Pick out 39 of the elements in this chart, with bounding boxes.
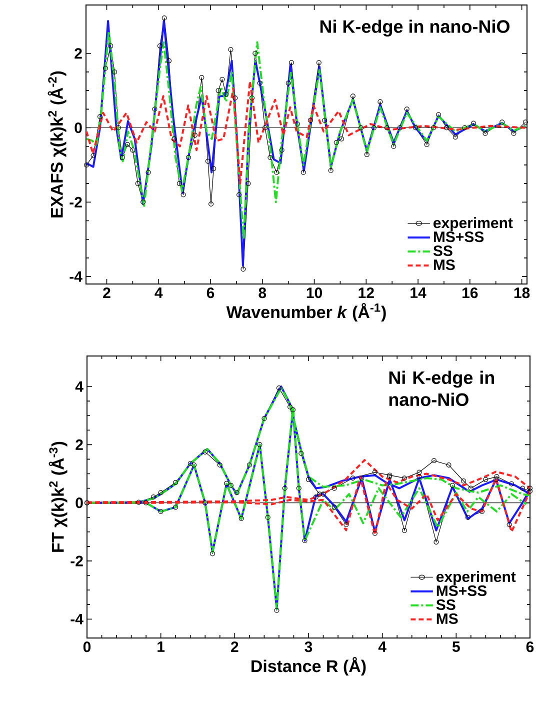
y-tick-label: 2 [74,48,82,59]
x-tick-label: 2 [103,288,110,298]
y-tick-label: -4 [70,271,82,282]
x-axis-title: Distance R (Å) [252,657,366,676]
x-axis-title: Wavenumber k (Å$^{-1}$) [226,303,386,322]
annotation: Ni K-edge in nano-NiO [320,20,510,37]
y-axis-title: EXAFS χ(k)k$^{2}$ (Å$^{-2}$) [48,71,66,218]
x-tick-label: 8 [258,288,266,298]
legend-label: MS+SS [436,585,487,596]
x-tick-label: 18 [514,288,530,298]
x-tick-label: 5 [452,642,460,652]
x-tick-label: 4 [154,288,163,298]
x-tick-label: 3 [304,642,312,652]
legend-label: MS+SS [434,232,484,242]
y-tick-label: 2 [76,439,83,450]
y-tick-label: -4 [70,614,84,624]
x-tick-label: 6 [206,288,214,298]
x-tick-label: 4 [378,642,386,652]
y-tick-label: -2 [70,556,83,566]
x-tick-label: 6 [526,642,534,652]
y-tick-label: 0 [76,498,83,508]
legend-label: experiment [436,571,516,586]
x-tick-label: 1 [158,642,165,652]
annotation: Ni K-edge in nano-NiO [389,370,494,406]
y-tick-label: -2 [70,196,82,208]
x-tick-label: 10 [306,288,322,298]
x-tick-label: 16 [462,288,478,298]
x-tick-label: 12 [358,288,374,298]
legend-label: experiment [434,217,513,232]
legend-label: SS [436,599,456,610]
x-tick-label: 2 [231,642,238,652]
x-tick-label: 14 [410,288,426,298]
legend-label: SS [433,245,452,256]
legend-label: MS [434,259,455,270]
y-axis-title: FT χ(k)k$^{2}$ (Å$^{-3}$) [48,442,68,552]
x-tick-label: 0 [83,642,91,652]
y-tick-label: 0 [74,122,82,134]
y-tick-label: 4 [75,381,84,392]
legend-label: MS [436,613,458,624]
